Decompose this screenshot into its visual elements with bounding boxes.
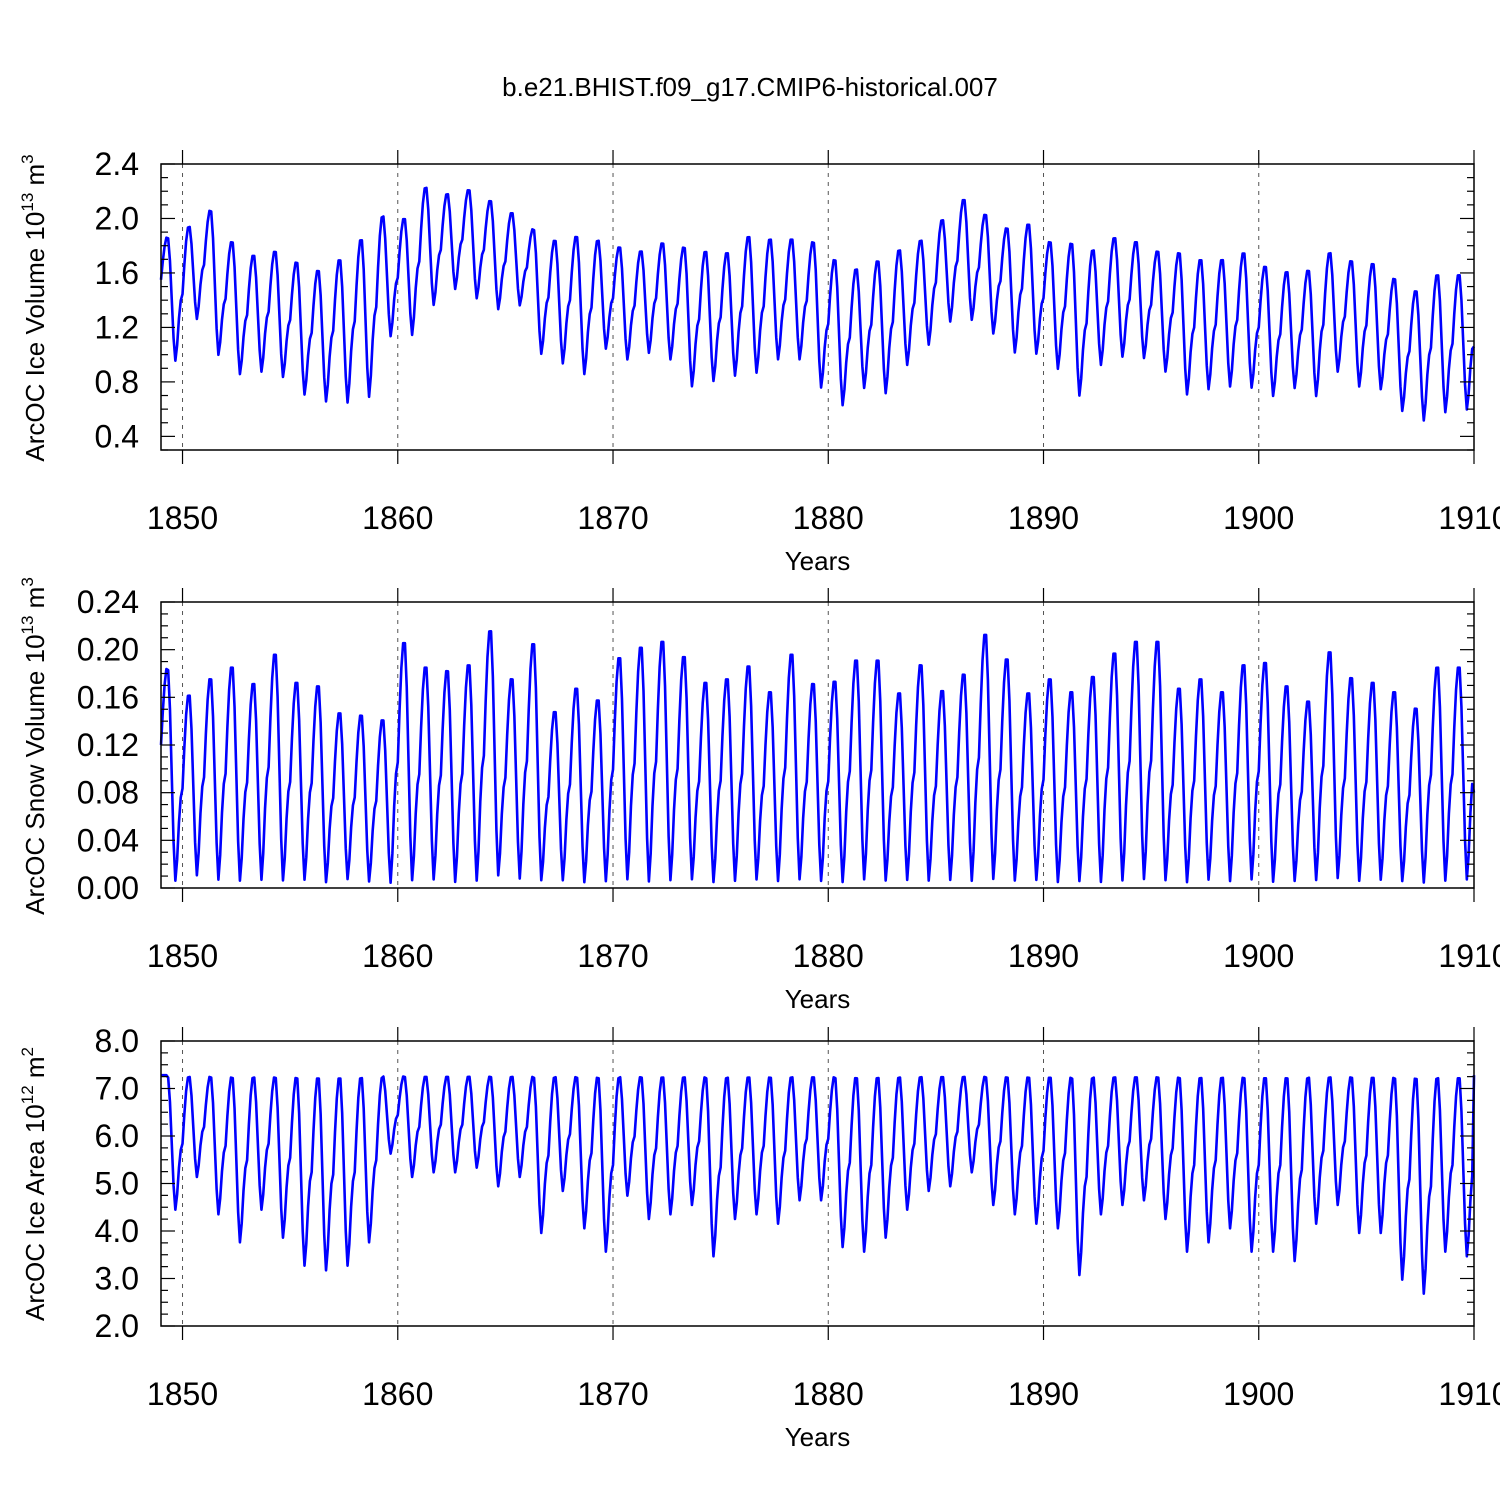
- y-axis-title-unit-exponent: 3: [18, 577, 37, 586]
- y-tick-label: 3.0: [95, 1261, 139, 1297]
- x-tick-label: 1870: [577, 938, 648, 974]
- y-tick-label: 0.4: [95, 418, 139, 454]
- x-tick-label: 1850: [147, 1376, 218, 1412]
- x-axis-title: Years: [785, 1422, 851, 1452]
- x-tick-label: 1900: [1223, 938, 1294, 974]
- y-tick-label: 4.0: [95, 1213, 139, 1249]
- x-tick-label: 1910: [1438, 1376, 1500, 1412]
- y-tick-label: 8.0: [95, 1023, 139, 1059]
- y-tick-label: 0.12: [77, 727, 139, 763]
- y-tick-label: 0.08: [77, 775, 139, 811]
- y-axis-title-unit-exponent: 3: [18, 154, 37, 163]
- y-tick-label: 2.0: [95, 200, 139, 236]
- y-axis-title: ArcOC Snow Volume 1013 m3: [18, 577, 50, 915]
- x-tick-label: 1890: [1008, 938, 1079, 974]
- x-axis-title: Years: [785, 546, 851, 576]
- y-axis-title-unit: m: [20, 164, 50, 193]
- panel-ice-volume: 0.4 0.8 1.2 1.6 2.0 2.4 1850 1860 1870 1880 1890 19…: [18, 146, 1500, 576]
- y-tick-label: 0.24: [77, 584, 139, 620]
- y-axis-title-main: ArcOC Snow Volume 10: [20, 634, 50, 914]
- panel-snow-volume: 0.00 0.04 0.08 0.12 0.16 0.20 0.24 1850 1860 1870…: [18, 577, 1500, 1014]
- y-axis-title-main: ArcOC Ice Area 10: [20, 1104, 50, 1321]
- y-tick-label: 1.2: [95, 309, 139, 345]
- x-axis-title: Years: [785, 984, 851, 1014]
- y-tick-label: 2.0: [95, 1308, 139, 1344]
- y-tick-label: 0.8: [95, 364, 139, 400]
- y-tick-label: 6.0: [95, 1118, 139, 1154]
- y-axis-title: ArcOC Ice Volume 1013 m3: [18, 154, 50, 461]
- y-axis-title-exponent: 13: [18, 193, 37, 212]
- series-line-ice-area: [161, 1073, 1476, 1296]
- x-tick-label: 1850: [147, 500, 218, 536]
- panel-ice-area: 2.0 3.0 4.0 5.0 6.0 7.0 8.0 1850 1860 1870 1880 189…: [18, 1023, 1500, 1452]
- y-tick-label: 7.0: [95, 1071, 139, 1107]
- x-tick-label: 1900: [1223, 1376, 1294, 1412]
- y-tick-label: 5.0: [95, 1166, 139, 1202]
- y-axis-title-main: ArcOC Ice Volume 10: [20, 212, 50, 462]
- y-axis-title-exponent: 12: [18, 1085, 37, 1104]
- x-tick-label: 1860: [362, 500, 433, 536]
- y-tick-label: 0.16: [77, 679, 139, 715]
- x-tick-label: 1890: [1008, 1376, 1079, 1412]
- x-tick-label: 1860: [362, 1376, 433, 1412]
- y-axis-title-unit-exponent: 2: [18, 1047, 37, 1056]
- y-axis-title-unit: m: [20, 1056, 50, 1085]
- x-tick-label: 1900: [1223, 500, 1294, 536]
- x-tick-label: 1910: [1438, 500, 1500, 536]
- plot-frame: [160, 163, 1475, 451]
- x-tick-label: 1880: [793, 1376, 864, 1412]
- y-axis-title-exponent: 13: [18, 616, 37, 635]
- y-tick-label: 1.6: [95, 255, 139, 291]
- x-tick-label: 1910: [1438, 938, 1500, 974]
- x-tick-label: 1880: [793, 938, 864, 974]
- series-line-ice-volume: [159, 186, 1476, 422]
- y-tick-label: 0.20: [77, 632, 139, 668]
- x-tick-label: 1890: [1008, 500, 1079, 536]
- x-tick-label: 1880: [793, 500, 864, 536]
- x-tick-label: 1870: [577, 1376, 648, 1412]
- series-line-snow-volume: [159, 630, 1476, 885]
- y-axis-title-unit: m: [20, 587, 50, 616]
- y-tick-label: 0.04: [77, 822, 139, 858]
- x-tick-label: 1850: [147, 938, 218, 974]
- x-tick-label: 1860: [362, 938, 433, 974]
- figure-title: b.e21.BHIST.f09_g17.CMIP6-historical.007: [502, 72, 998, 102]
- y-tick-label: 2.4: [95, 146, 139, 182]
- y-axis-title: ArcOC Ice Area 1012 m2: [18, 1047, 50, 1321]
- x-tick-label: 1870: [577, 500, 648, 536]
- y-tick-label: 0.00: [77, 870, 139, 906]
